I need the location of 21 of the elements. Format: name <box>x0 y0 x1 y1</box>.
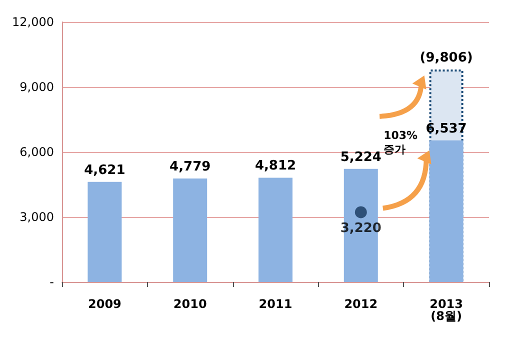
data-label: (9,806) <box>420 50 473 66</box>
data-label: 6,537 <box>426 121 467 136</box>
y-tick-label: 6,000 <box>20 145 54 159</box>
data-label: 4,779 <box>170 159 211 174</box>
x-tick-label: 2013 (8월) <box>430 297 464 323</box>
y-tick-label: 3,000 <box>20 210 54 224</box>
x-tick-label: 2009 <box>88 297 122 311</box>
bar <box>258 178 292 282</box>
annotation: 103% 증가 <box>384 128 418 156</box>
bar <box>173 178 208 282</box>
data-label: 4,812 <box>254 158 296 174</box>
x-tick-label: 2011 <box>258 297 292 311</box>
x-tick-label: 2012 <box>344 297 378 311</box>
y-tick-label: 12,000 <box>12 15 54 29</box>
bar <box>429 140 464 282</box>
bar <box>88 182 122 282</box>
y-tick-label: 9,000 <box>20 80 54 94</box>
data-label: 4,621 <box>84 162 126 178</box>
data-label: 5,224 <box>340 150 382 165</box>
x-tick-label: 2010 <box>173 297 207 311</box>
y-tick-label: - <box>50 275 54 289</box>
